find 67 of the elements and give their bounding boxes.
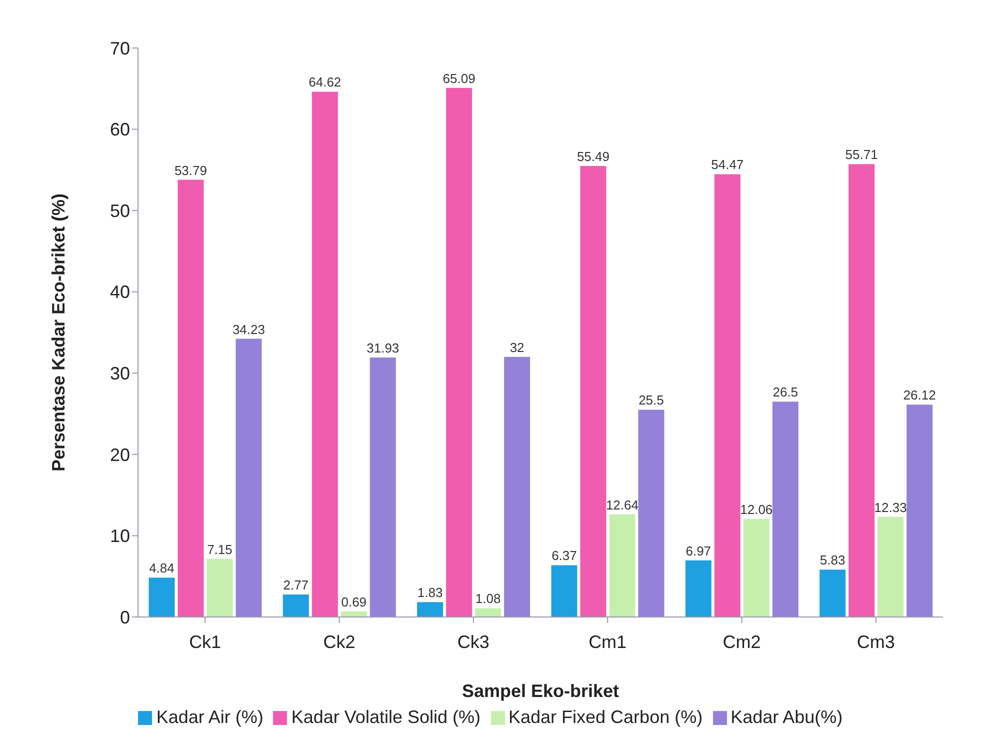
y-axis-title: Persentase Kadar Eco-briket (%) [48,193,68,472]
data-label: 2.77 [283,577,309,592]
x-tick-label: Cm1 [588,632,627,652]
data-label: 55.71 [845,147,878,162]
x-tick-label: Ck3 [457,632,490,652]
data-label: 65.09 [442,70,476,86]
data-label: 6.97 [686,543,712,558]
bar [206,558,233,617]
x-tick-label: Ck1 [189,632,222,652]
legend-label: Kadar Volatile Solid (%) [291,707,480,727]
bar [312,92,338,617]
data-label: 12.33 [874,500,907,515]
x-axis-title: Sampel Eko-briket [462,681,620,701]
y-tick-label: 10 [110,526,130,546]
bar [685,560,712,617]
bar [282,594,309,617]
bar [609,514,636,617]
bar [906,404,933,617]
data-label: 6.37 [552,548,577,564]
data-label: 0.69 [341,594,367,610]
data-label: 64.62 [308,74,342,90]
legend-label: Kadar Abu(%) [730,707,843,727]
data-label: 26.5 [772,384,798,400]
bar [178,180,204,617]
y-tick-label: 0 [120,607,130,628]
y-tick-label: 60 [110,120,130,140]
data-label: 55.49 [576,148,610,164]
y-tick-label: 20 [110,444,130,465]
data-label: 1.83 [417,585,443,600]
bar [236,338,262,617]
x-tick-label: Cm3 [856,632,895,652]
legend-label: Kadar Air (%) [156,707,264,727]
bar [148,578,175,617]
bar [878,516,904,617]
data-label: 31.93 [366,340,400,356]
bar [475,608,502,617]
data-label: 54.47 [711,157,744,172]
data-label: 7.15 [207,542,232,557]
bar [551,565,578,617]
bar [772,402,798,617]
x-tick-label: Cm2 [722,632,761,652]
bar [820,570,846,617]
bar [370,357,396,617]
data-label: 5.83 [820,552,846,568]
data-label: 12.64 [606,497,639,512]
y-tick-label: 30 [110,364,130,384]
bar [714,174,740,617]
data-label: 32 [510,340,524,355]
data-label: 25.5 [638,392,664,408]
y-tick-label: 40 [110,282,130,302]
x-tick-label: Ck2 [323,632,356,652]
y-tick-label: 70 [110,38,130,58]
data-label: 26.12 [903,388,936,403]
legend-label: Kadar Fixed Carbon (%) [508,707,703,727]
data-label: 1.08 [475,591,501,606]
bar [638,410,664,617]
bar [743,518,770,617]
bar [848,164,875,617]
data-label: 4.84 [149,560,174,576]
bar [446,88,472,617]
y-tick-label: 50 [110,200,130,221]
data-label: 53.79 [174,162,208,178]
data-label: 34.23 [232,322,266,337]
data-label: 12.06 [740,502,773,517]
bar [580,166,606,617]
bar [417,602,444,617]
bar [504,356,530,617]
